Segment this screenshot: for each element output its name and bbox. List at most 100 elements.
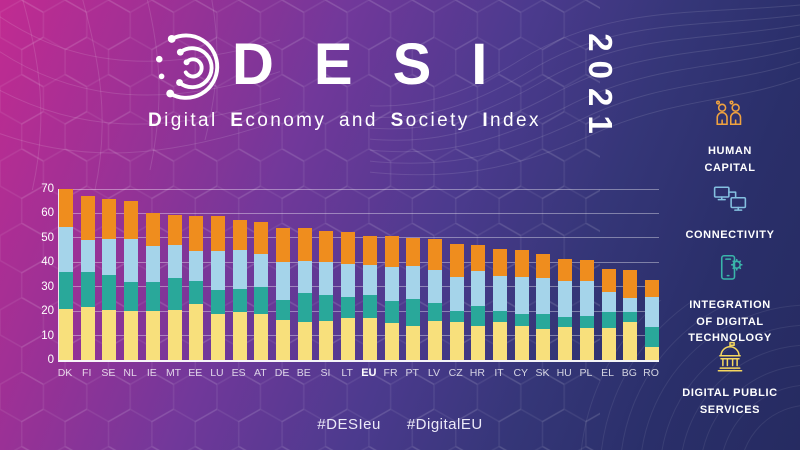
gridline — [59, 188, 659, 190]
subtitle-segment: ociety — [405, 110, 483, 131]
subtitle-segment: E — [230, 110, 246, 131]
bar-segment — [493, 322, 508, 360]
y-tick-label: 30 — [41, 280, 54, 293]
x-tick-label: EL — [601, 367, 614, 379]
bar-segment — [145, 311, 160, 360]
bar-LV — [427, 239, 442, 360]
bar-segment — [297, 228, 312, 262]
bar-segment — [644, 327, 659, 347]
bar-RO — [644, 279, 659, 360]
bar-segment — [362, 264, 377, 296]
x-label-cell: LT — [340, 367, 354, 380]
bar-segment — [601, 312, 616, 329]
people-icon — [715, 100, 742, 126]
x-label-cell: DE — [275, 367, 290, 380]
bar-segment — [644, 279, 659, 297]
bar-segment — [297, 261, 312, 293]
x-label-cell: DK — [58, 367, 73, 380]
bar-segment — [102, 198, 117, 240]
y-tick-label: 10 — [41, 329, 54, 342]
bar-ES — [232, 219, 247, 360]
x-label-cell: PT — [405, 367, 419, 380]
bar-segment — [232, 289, 247, 313]
x-tick-label: SE — [101, 367, 116, 379]
bar-CY — [514, 250, 529, 360]
bar-NL — [124, 200, 139, 360]
x-tick-label: CZ — [448, 367, 463, 379]
bar-segment — [145, 212, 160, 247]
bar-segment — [362, 236, 377, 265]
bar-segment — [601, 328, 616, 360]
x-label-cell: SE — [101, 367, 115, 380]
hashtag: #DESIeu — [317, 416, 381, 433]
bar-segment — [276, 262, 291, 301]
x-label-cell: BG — [622, 367, 637, 380]
bar-segment — [471, 245, 486, 271]
bar-segment — [341, 263, 356, 297]
phone-gear-icon — [720, 254, 743, 280]
y-tick-label: 20 — [41, 305, 54, 318]
bar-segment — [601, 291, 616, 313]
x-tick-label: SK — [535, 367, 550, 379]
x-label-cell: LV — [427, 367, 441, 380]
subtitle-segment: S — [390, 110, 406, 131]
bar-segment — [254, 313, 269, 360]
bar-segment — [384, 236, 399, 268]
bar-segment — [427, 269, 442, 303]
x-label-cell: EL — [601, 367, 615, 380]
bar-segment — [102, 274, 117, 310]
x-tick-label: ES — [231, 367, 246, 379]
bar-segment — [341, 318, 356, 360]
x-label-cell: PL — [579, 367, 593, 380]
bar-segment — [558, 280, 573, 318]
bar-DE — [276, 227, 291, 360]
legend-sidebar: HUMAN CAPITAL CONNECTIVITY — [664, 96, 796, 426]
y-tick-label: 60 — [41, 207, 54, 220]
plot-area — [58, 188, 659, 362]
bar-segment — [59, 226, 73, 273]
bar-segment — [341, 231, 356, 264]
x-tick-label: MT — [165, 367, 182, 379]
bar-MT — [167, 214, 182, 360]
x-tick-label: IE — [146, 367, 157, 379]
x-tick-label: FR — [383, 367, 398, 379]
desi-chart: 0 10 20 30 40 50 60 70 DK FI SE NL IE MT EE LU ES AT DE BE… — [34, 183, 666, 383]
bar-segment — [59, 272, 73, 309]
bar-segment — [579, 280, 594, 317]
bar-segment — [384, 301, 399, 324]
x-label-cell: SI — [318, 367, 332, 380]
bar-segment — [536, 278, 551, 314]
x-tick-label: CY — [513, 367, 529, 379]
bar-segment — [59, 308, 73, 360]
bar-segment — [254, 221, 269, 254]
bar-segment — [384, 267, 399, 302]
x-label-cell: SK — [535, 367, 549, 380]
x-label-cell: EU — [361, 367, 376, 380]
page-title: DESI — [232, 32, 528, 97]
bar-segment — [406, 298, 421, 326]
hashtags: #DESIeu #DigitalEU — [0, 416, 800, 434]
x-tick-label: NL — [123, 367, 137, 379]
x-tick-label: LV — [427, 367, 440, 379]
x-tick-label: PT — [405, 367, 419, 379]
bar-segment — [601, 268, 616, 292]
bar-segment — [167, 278, 182, 310]
x-tick-label: PL — [579, 367, 593, 379]
x-label-cell: AT — [253, 367, 267, 380]
x-label-cell: IE — [145, 367, 159, 380]
bar-segment — [210, 313, 225, 360]
bar-IE — [145, 212, 160, 360]
bar-segment — [189, 303, 204, 360]
x-tick-label: EE — [188, 367, 203, 379]
bar-segment — [471, 306, 486, 326]
bar-segment — [276, 300, 291, 320]
x-label-cell: HR — [470, 367, 485, 380]
legend-item-digital-public-services: DIGITAL PUBLIC SERVICES — [664, 340, 796, 418]
bar-segment — [579, 259, 594, 281]
bar-segment — [319, 231, 334, 263]
bar-segment — [558, 317, 573, 328]
legend-label: DIGITAL PUBLIC SERVICES — [682, 387, 778, 416]
bar-PT — [406, 238, 421, 360]
connected-monitors-icon — [713, 186, 747, 211]
